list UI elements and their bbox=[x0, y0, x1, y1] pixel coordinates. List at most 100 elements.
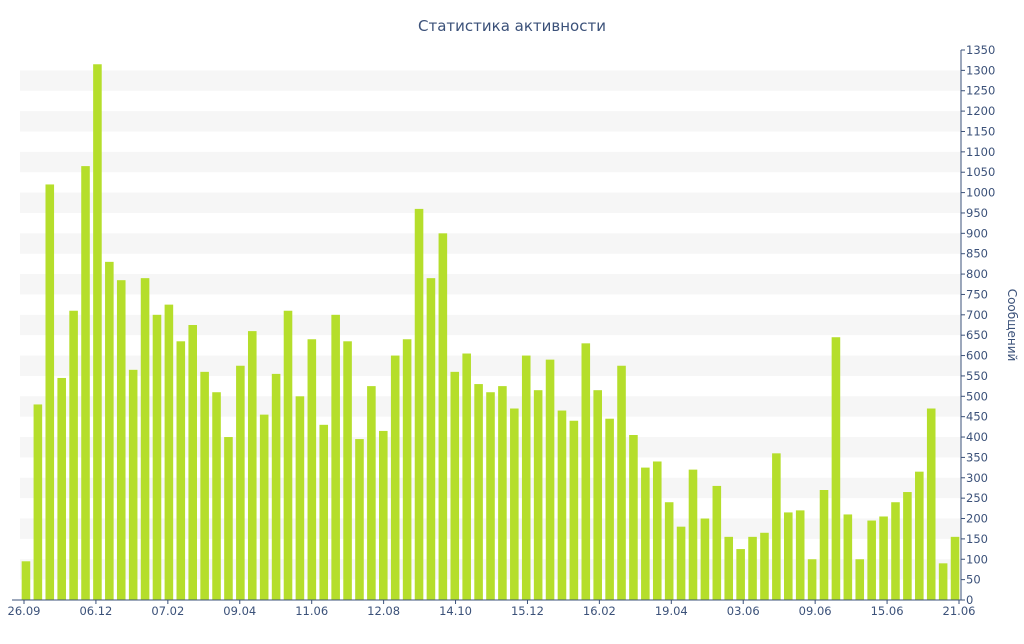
x-tick-label: 07.02 bbox=[151, 604, 184, 618]
grid-band bbox=[20, 192, 961, 213]
bar bbox=[557, 410, 567, 600]
bar bbox=[93, 64, 102, 600]
bar bbox=[498, 386, 507, 600]
x-tick-label: 06.12 bbox=[79, 604, 112, 618]
y-tick-label: 1000 bbox=[966, 186, 995, 200]
grid-band bbox=[20, 314, 961, 336]
grid-band bbox=[20, 274, 961, 295]
bar bbox=[700, 518, 710, 600]
y-tick-label: 650 bbox=[966, 328, 988, 342]
axes: 0 50 100 150 200 250 300 350 400 450 500 550 600 650 7… bbox=[8, 43, 996, 618]
x-tick-label: 03.06 bbox=[727, 604, 760, 618]
bar bbox=[188, 325, 198, 600]
bar bbox=[426, 278, 436, 600]
bar bbox=[510, 408, 519, 600]
y-tick-label: 900 bbox=[966, 226, 988, 240]
bar bbox=[236, 365, 245, 600]
y-tick-label: 1150 bbox=[966, 124, 995, 138]
y-tick-label: 1050 bbox=[966, 165, 995, 179]
bar bbox=[283, 310, 293, 600]
bar bbox=[533, 390, 543, 600]
bar bbox=[224, 437, 233, 600]
bar bbox=[319, 424, 329, 600]
bar bbox=[950, 536, 960, 600]
bar bbox=[605, 418, 614, 600]
y-tick-label: 700 bbox=[966, 308, 988, 322]
bar bbox=[295, 396, 305, 600]
bar bbox=[152, 314, 162, 600]
bar bbox=[414, 208, 424, 600]
bar bbox=[915, 471, 924, 600]
x-tick-label: 09.06 bbox=[799, 604, 832, 618]
y-tick-label: 850 bbox=[966, 247, 988, 261]
bar bbox=[271, 373, 281, 600]
bar bbox=[45, 184, 55, 600]
y-tick-label: 100 bbox=[966, 552, 988, 566]
x-tick-label: 14.10 bbox=[439, 604, 472, 618]
y-tick-label: 0 bbox=[966, 593, 973, 607]
bar bbox=[795, 510, 805, 600]
bar bbox=[355, 439, 364, 600]
bar bbox=[629, 435, 638, 600]
y-tick-label: 600 bbox=[966, 349, 988, 363]
bar bbox=[81, 166, 90, 600]
bar bbox=[367, 386, 376, 600]
x-tick-label: 26.09 bbox=[8, 604, 41, 618]
bar bbox=[641, 467, 650, 600]
bar bbox=[760, 532, 769, 600]
bar bbox=[116, 280, 126, 600]
x-tick-label: 15.12 bbox=[511, 604, 544, 618]
bar bbox=[259, 414, 269, 600]
bar bbox=[831, 337, 841, 600]
grid-band bbox=[20, 233, 961, 254]
y-tick-label: 750 bbox=[966, 287, 988, 301]
bar bbox=[307, 339, 317, 600]
bar bbox=[247, 331, 257, 600]
grid-band bbox=[20, 111, 961, 132]
y-tick-label: 200 bbox=[966, 512, 988, 526]
bar bbox=[57, 377, 66, 600]
bar bbox=[903, 492, 912, 600]
bar bbox=[33, 404, 43, 600]
y-tick-label: 150 bbox=[966, 532, 988, 546]
bar bbox=[379, 430, 388, 600]
bar bbox=[569, 420, 579, 600]
y-tick-label: 1200 bbox=[966, 104, 995, 118]
bar bbox=[891, 502, 900, 600]
y-axis-label: Сообщений bbox=[1005, 289, 1019, 362]
bar bbox=[212, 392, 221, 600]
grid-band bbox=[20, 70, 961, 91]
bar bbox=[462, 353, 471, 600]
bar bbox=[938, 563, 948, 600]
x-tick-label: 09.04 bbox=[223, 604, 256, 618]
bar bbox=[807, 559, 817, 600]
bar bbox=[521, 355, 531, 600]
bar bbox=[21, 561, 31, 600]
bar bbox=[676, 526, 686, 600]
bar bbox=[105, 261, 114, 600]
bar bbox=[331, 314, 340, 600]
bar-series bbox=[21, 64, 960, 601]
bar bbox=[688, 469, 698, 600]
bar bbox=[438, 233, 448, 601]
chart-title: Статистика активности bbox=[418, 17, 606, 35]
bar bbox=[879, 516, 888, 600]
bar bbox=[140, 278, 150, 600]
y-tick-label: 1350 bbox=[966, 43, 995, 57]
x-tick-label: 16.02 bbox=[583, 604, 616, 618]
y-tick-label: 500 bbox=[966, 389, 988, 403]
x-tick-label: 12.08 bbox=[367, 604, 400, 618]
bar bbox=[593, 390, 602, 600]
y-tick-label: 1250 bbox=[966, 84, 995, 98]
bar bbox=[712, 485, 722, 600]
bar bbox=[450, 371, 460, 600]
y-tick-label: 550 bbox=[966, 369, 988, 383]
bar bbox=[843, 514, 853, 600]
y-tick-label: 1300 bbox=[966, 63, 995, 77]
y-tick-label: 350 bbox=[966, 450, 988, 464]
bar bbox=[545, 359, 555, 600]
y-tick-label: 450 bbox=[966, 410, 988, 424]
bar bbox=[724, 536, 734, 600]
bar bbox=[926, 408, 936, 600]
